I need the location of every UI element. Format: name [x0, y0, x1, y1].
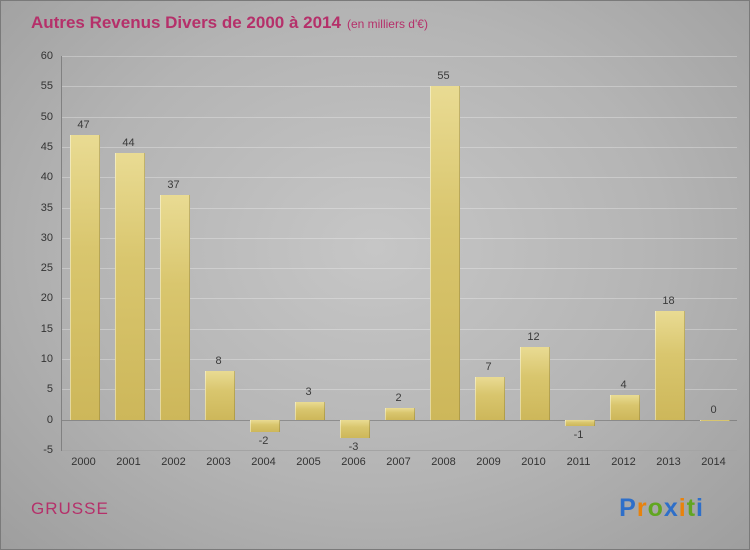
logo-letter: t [686, 494, 697, 522]
bar-value-label: 55 [437, 70, 450, 83]
bar-value-label: 44 [122, 136, 135, 149]
logo-letter: r [636, 494, 648, 522]
y-tick-label: 5 [46, 383, 53, 396]
y-tick-label: 25 [40, 262, 53, 275]
y-tick-label: 15 [40, 322, 53, 335]
bar [429, 86, 460, 420]
x-tick-label: 2002 [161, 456, 186, 468]
y-tick-label: 45 [40, 140, 53, 153]
bar-value-label: 47 [77, 118, 90, 131]
bar [699, 419, 730, 421]
y-tick-label: 60 [40, 50, 53, 62]
chart-subtitle: (en milliers d'€) [346, 17, 428, 31]
x-tick-label: 2013 [656, 456, 681, 468]
y-tick-label: -5 [43, 444, 53, 456]
logo-letter: P [619, 494, 637, 522]
bar [69, 134, 100, 420]
y-tick-label: 10 [40, 353, 53, 366]
chart-header: Autres Revenus Divers de 2000 à 2014 (en … [31, 13, 428, 33]
grid-line [62, 86, 737, 88]
y-tick-label: 50 [40, 110, 53, 123]
bar-value-label: -1 [573, 428, 584, 441]
logo-letter: x [663, 494, 679, 522]
plot-area [61, 56, 737, 451]
bar [159, 195, 190, 420]
grid-line [62, 328, 737, 330]
x-tick-label: 2000 [71, 456, 96, 468]
bar [249, 419, 280, 432]
x-tick-label: 2007 [386, 456, 411, 468]
bar-value-label: -3 [348, 440, 359, 453]
y-tick-label: 30 [40, 231, 53, 244]
bar [294, 401, 325, 420]
company-label: GRUSSE [31, 499, 109, 518]
bar-value-label: 8 [215, 355, 222, 368]
x-tick-label: 2008 [431, 456, 456, 468]
grid-line [62, 56, 737, 57]
bar [564, 419, 595, 426]
grid-line [62, 359, 737, 361]
x-tick-label: 2011 [566, 456, 591, 468]
y-tick-label: 55 [40, 80, 53, 93]
grid-line [62, 268, 737, 270]
bar [519, 346, 550, 420]
bar-value-label: 18 [662, 294, 675, 307]
grid-line [62, 298, 737, 300]
bar [474, 377, 505, 420]
grid-line [62, 177, 737, 179]
bar-value-label: 7 [485, 361, 492, 374]
bar [339, 419, 370, 438]
bar [654, 310, 685, 420]
x-tick-label: 2006 [341, 456, 366, 468]
grid-line [62, 207, 737, 209]
bar [384, 407, 415, 420]
y-tick-label: 20 [40, 292, 53, 305]
proxiti-logo: Proxiti [619, 494, 704, 523]
x-tick-label: 2014 [701, 456, 726, 468]
bar-value-label: 12 [527, 330, 540, 343]
bar [204, 371, 235, 420]
grid-line [62, 450, 737, 451]
logo-letter: i [696, 494, 704, 522]
bar-value-label: 3 [305, 385, 312, 398]
x-tick-label: 2001 [116, 456, 141, 468]
bar-value-label: 37 [167, 179, 180, 192]
x-tick-label: 2009 [476, 456, 501, 468]
bar [114, 152, 145, 420]
x-tick-label: 2012 [611, 456, 636, 468]
bar [609, 395, 640, 420]
logo-letter: o [647, 494, 664, 522]
x-tick-label: 2004 [251, 456, 276, 468]
x-tick-label: 2010 [521, 456, 546, 468]
x-tick-label: 2005 [296, 456, 321, 468]
grid-line [62, 146, 737, 148]
y-tick-label: 35 [40, 201, 53, 214]
x-tick-label: 2003 [206, 456, 231, 468]
y-tick-label: 0 [46, 413, 53, 426]
grid-line [62, 389, 737, 391]
grid-line [62, 237, 737, 239]
bar-value-label: -2 [258, 434, 269, 447]
y-tick-label: 40 [40, 171, 53, 184]
bar-value-label: 4 [620, 379, 627, 392]
grid-line [62, 116, 737, 118]
zero-grid-line [62, 419, 737, 421]
logo-letter: i [678, 494, 687, 522]
bar-value-label: 2 [395, 391, 402, 404]
bar-value-label: 0 [710, 403, 717, 416]
chart-title: Autres Revenus Divers de 2000 à 2014 [31, 13, 341, 32]
